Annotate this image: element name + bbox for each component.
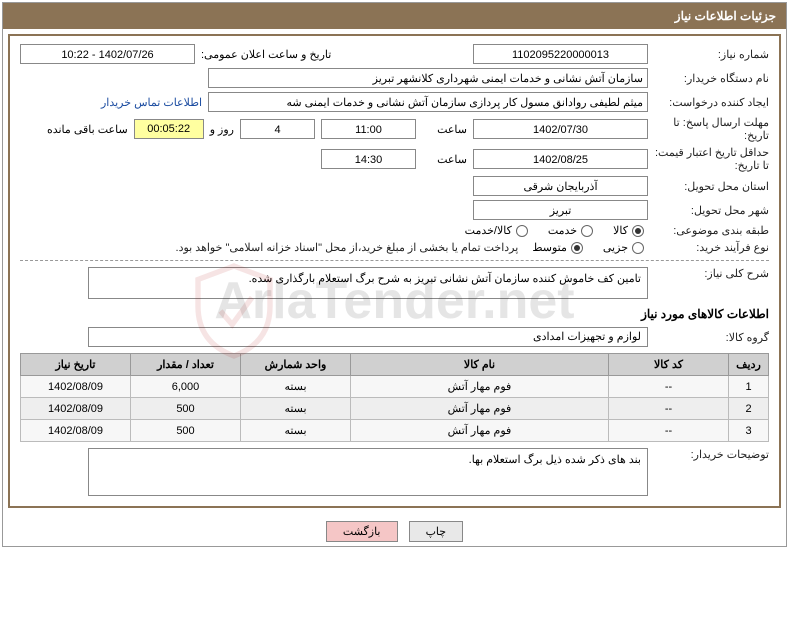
col-unit: واحد شمارش (241, 354, 351, 376)
table-row: 3--فوم مهار آتشبسته5001402/08/09 (21, 420, 769, 442)
print-button[interactable]: چاپ (409, 521, 464, 542)
button-row: چاپ بازگشت (3, 513, 786, 546)
class-label: طبقه بندی موضوعی: (654, 224, 769, 237)
radio-service-label: خدمت (548, 224, 577, 237)
buyer-label: نام دستگاه خریدار: (654, 72, 769, 85)
req-no-label: شماره نیاز: (654, 48, 769, 61)
deadline-date-field: 1402/07/30 (473, 119, 648, 139)
radio-goods[interactable] (632, 225, 644, 237)
cell-date: 1402/08/09 (21, 398, 131, 420)
goods-section-title: اطلاعات کالاهای مورد نیاز (20, 307, 769, 321)
radio-medium-label: متوسط (532, 241, 567, 254)
cell-date: 1402/08/09 (21, 376, 131, 398)
province-label: استان محل تحویل: (654, 180, 769, 193)
col-date: تاریخ نیاز (21, 354, 131, 376)
proc-note: پرداخت تمام یا بخشی از مبلغ خرید،از محل … (176, 241, 519, 254)
radio-minor-label: جزیی (603, 241, 628, 254)
group-field: لوازم و تجهیزات امدادی (88, 327, 648, 347)
radio-minor[interactable] (632, 242, 644, 254)
req-no-field: 1102095220000013 (473, 44, 648, 64)
goods-table: ردیف کد کالا نام کالا واحد شمارش تعداد /… (20, 353, 769, 442)
proc-label: نوع فرآیند خرید: (654, 241, 769, 254)
form-panel: ArlaTender.net شماره نیاز: 1102095220000… (8, 34, 781, 508)
creator-field: میثم لطیفی روادانق مسول کار پردازی سازما… (208, 92, 648, 112)
col-num: ردیف (729, 354, 769, 376)
desc-label: شرح کلی نیاز: (654, 267, 769, 280)
time-label-2: ساعت (422, 153, 467, 166)
valid-date-field: 1402/08/25 (473, 149, 648, 169)
proc-radio-group: جزیی متوسط (532, 241, 644, 254)
city-field: تبریز (473, 200, 648, 220)
announce-label: تاریخ و ساعت اعلان عمومی: (201, 48, 331, 61)
divider-1 (20, 260, 769, 261)
page-header: جزئیات اطلاعات نیاز (3, 3, 786, 29)
class-radio-group: کالا خدمت کالا/خدمت (465, 224, 644, 237)
comments-field: بند های ذکر شده ذیل برگ استعلام بها. (88, 448, 648, 496)
creator-label: ایجاد کننده درخواست: (654, 96, 769, 109)
cell-qty: 500 (131, 420, 241, 442)
desc-field: تامین کف خاموش کننده سازمان آتش نشانی تب… (88, 267, 648, 299)
table-row: 2--فوم مهار آتشبسته5001402/08/09 (21, 398, 769, 420)
table-row: 1--فوم مهار آتشبسته6,0001402/08/09 (21, 376, 769, 398)
contact-link[interactable]: اطلاعات تماس خریدار (101, 96, 202, 109)
remain-text: ساعت باقی مانده (47, 123, 128, 136)
remain-days-text: روز و (210, 123, 234, 136)
col-qty: تعداد / مقدار (131, 354, 241, 376)
deadline-label: مهلت ارسال پاسخ: تا تاریخ: (654, 116, 769, 142)
radio-medium[interactable] (571, 242, 583, 254)
radio-goods-label: کالا (613, 224, 628, 237)
deadline-time-field: 11:00 (321, 119, 416, 139)
time-label-1: ساعت (422, 123, 467, 136)
cell-n: 3 (729, 420, 769, 442)
cell-date: 1402/08/09 (21, 420, 131, 442)
cell-name: فوم مهار آتش (351, 398, 609, 420)
city-label: شهر محل تحویل: (654, 204, 769, 217)
valid-time-field: 14:30 (321, 149, 416, 169)
cell-name: فوم مهار آتش (351, 420, 609, 442)
announce-field: 1402/07/26 - 10:22 (20, 44, 195, 64)
back-button[interactable]: بازگشت (326, 521, 398, 542)
group-label: گروه کالا: (654, 331, 769, 344)
valid-label: حداقل تاریخ اعتبار قیمت: تا تاریخ: (654, 146, 769, 172)
cell-n: 2 (729, 398, 769, 420)
province-field: آذربایجان شرقی (473, 176, 648, 196)
col-name: نام کالا (351, 354, 609, 376)
radio-both[interactable] (516, 225, 528, 237)
cell-code: -- (609, 398, 729, 420)
radio-service[interactable] (581, 225, 593, 237)
cell-name: فوم مهار آتش (351, 376, 609, 398)
cell-unit: بسته (241, 376, 351, 398)
cell-code: -- (609, 376, 729, 398)
cell-unit: بسته (241, 398, 351, 420)
cell-qty: 6,000 (131, 376, 241, 398)
remain-time-field: 00:05:22 (134, 119, 204, 139)
radio-both-label: کالا/خدمت (465, 224, 512, 237)
remain-days-field: 4 (240, 119, 315, 139)
cell-unit: بسته (241, 420, 351, 442)
buyer-field: سازمان آتش نشانی و خدمات ایمنی شهرداری ک… (208, 68, 648, 88)
cell-n: 1 (729, 376, 769, 398)
cell-qty: 500 (131, 398, 241, 420)
col-code: کد کالا (609, 354, 729, 376)
comments-label: توضیحات خریدار: (654, 448, 769, 461)
cell-code: -- (609, 420, 729, 442)
